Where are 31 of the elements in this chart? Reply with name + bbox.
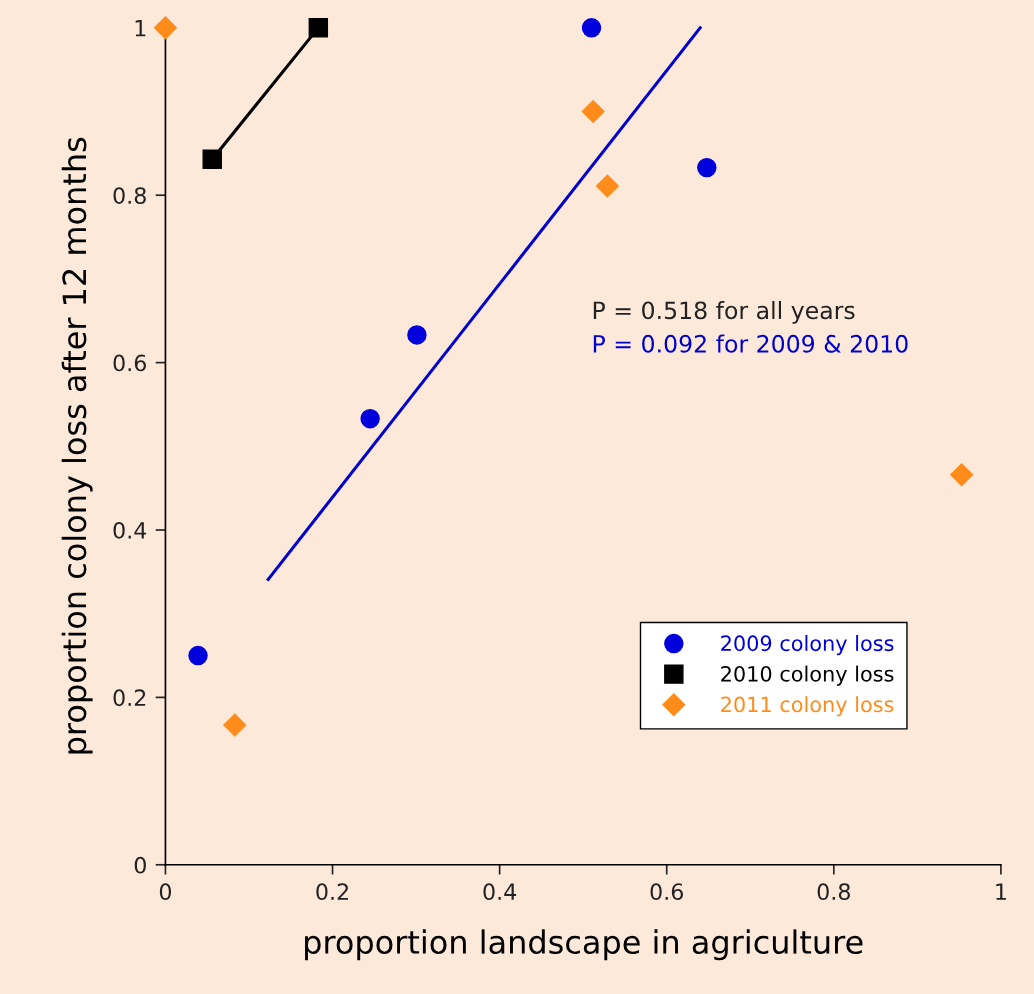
x-tick-label: 0.2 <box>316 883 348 901</box>
x-tick-label: 0 <box>159 883 172 901</box>
legend-label: 2009 colony loss <box>721 635 894 656</box>
y-tick-label: 0.8 <box>113 187 146 204</box>
point <box>202 149 222 169</box>
point <box>595 174 619 198</box>
point <box>308 18 329 38</box>
x-tick-label: 0.6 <box>650 883 683 901</box>
y-tick-label: 0.6 <box>113 354 146 372</box>
y-tick-label: 0.2 <box>113 689 146 707</box>
x-tick-label: 0.4 <box>483 883 517 901</box>
x-tick-label: 0.8 <box>817 883 850 901</box>
y-axis-title: proportion colony loss after 12 months <box>61 137 93 754</box>
annotation: P = 0.518 for all years <box>593 300 855 324</box>
y-tick-label: 1 <box>135 20 146 37</box>
x-axis-title: proportion landscape in agriculture <box>305 929 863 961</box>
point <box>407 325 427 345</box>
x-tick-label: 1 <box>996 883 1006 900</box>
legend-label: 2010 colony loss <box>721 665 894 686</box>
point <box>950 463 974 487</box>
point <box>581 100 605 124</box>
point <box>581 18 602 38</box>
point <box>153 16 177 40</box>
legend-label: 2011 colony loss <box>721 696 894 717</box>
y-tick-label: 0 <box>134 856 146 874</box>
point <box>223 713 247 737</box>
point <box>188 645 208 666</box>
point <box>360 408 380 429</box>
annotation: P = 0.092 for 2009 & 2010 <box>593 334 908 353</box>
y-tick-label: 0.4 <box>113 521 147 539</box>
point <box>697 157 717 178</box>
